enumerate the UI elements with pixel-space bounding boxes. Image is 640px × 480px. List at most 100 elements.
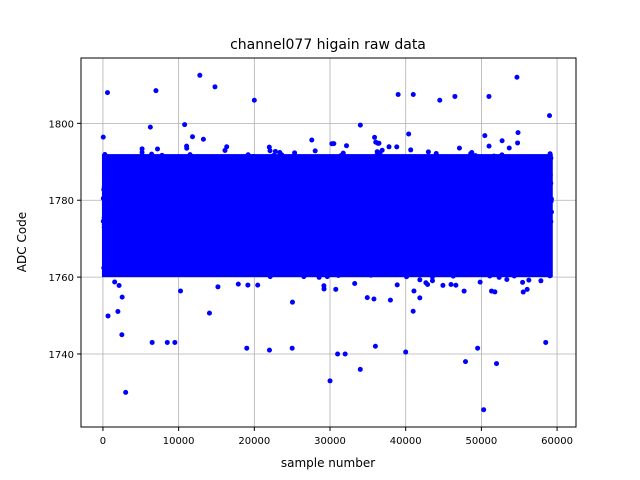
data-point: [193, 206, 199, 212]
data-point: [517, 228, 523, 234]
data-point: [181, 169, 187, 175]
data-point: [411, 191, 417, 197]
data-point: [464, 225, 470, 231]
data-point: [408, 214, 414, 220]
data-point: [333, 286, 339, 292]
data-point: [124, 202, 130, 208]
data-point: [383, 267, 389, 273]
data-point: [289, 248, 295, 254]
data-point: [336, 189, 342, 195]
outlier-point: [123, 389, 129, 395]
data-point: [457, 198, 463, 204]
outlier-point: [197, 72, 203, 78]
data-point: [258, 245, 264, 251]
data-point: [459, 215, 465, 221]
data-point: [120, 210, 126, 216]
data-point: [511, 273, 517, 279]
data-point: [204, 211, 210, 217]
data-point: [518, 242, 524, 248]
data-point: [524, 176, 530, 182]
data-point: [140, 219, 146, 225]
data-point: [186, 226, 192, 232]
data-point: [511, 162, 517, 168]
data-point: [525, 165, 531, 171]
data-point: [448, 281, 454, 287]
data-point: [199, 192, 205, 198]
data-point: [412, 167, 418, 173]
data-point: [302, 209, 308, 215]
data-point: [241, 225, 247, 231]
data-point: [345, 229, 351, 235]
data-point: [340, 200, 346, 206]
data-point: [351, 178, 357, 184]
x-tick-label: 60000: [541, 436, 573, 447]
data-point: [496, 229, 502, 235]
data-point: [456, 145, 462, 151]
data-point: [278, 166, 284, 172]
data-point: [337, 207, 343, 213]
data-point: [128, 199, 134, 205]
data-point: [119, 196, 125, 202]
data-point: [279, 152, 285, 158]
data-point: [481, 192, 487, 198]
data-point: [138, 170, 144, 176]
data-point: [339, 235, 345, 241]
data-point: [357, 210, 363, 216]
data-point: [271, 153, 277, 159]
data-point: [433, 151, 439, 157]
data-point: [282, 175, 288, 181]
data-point: [232, 242, 238, 248]
data-point: [362, 183, 368, 189]
data-point: [134, 256, 140, 262]
data-point: [350, 182, 356, 188]
data-point: [419, 197, 425, 203]
data-point: [488, 225, 494, 231]
data-point: [379, 173, 385, 179]
data-point: [305, 204, 311, 210]
data-point: [441, 245, 447, 251]
data-point: [184, 143, 190, 149]
data-point: [290, 208, 296, 214]
data-point: [244, 245, 250, 251]
data-point: [199, 236, 205, 242]
data-point: [496, 274, 502, 280]
data-point: [239, 244, 245, 250]
data-point: [458, 211, 464, 217]
data-point: [415, 208, 421, 214]
data-point: [420, 248, 426, 254]
data-point: [104, 182, 110, 188]
data-point: [469, 218, 475, 224]
data-point: [408, 200, 414, 206]
data-point: [297, 224, 303, 230]
data-point: [265, 244, 271, 250]
data-point: [507, 224, 513, 230]
data-point: [456, 175, 462, 181]
data-point: [420, 179, 426, 185]
data-point: [342, 191, 348, 197]
data-point: [502, 199, 508, 205]
y-tick-label: 1760: [49, 273, 74, 284]
data-point: [316, 175, 322, 181]
data-point: [420, 218, 426, 224]
data-point: [493, 209, 499, 215]
data-point: [497, 204, 503, 210]
data-point: [389, 228, 395, 234]
data-point: [441, 176, 447, 182]
data-point: [352, 281, 358, 287]
data-point: [328, 192, 334, 198]
data-point: [232, 212, 238, 218]
data-point: [413, 222, 419, 228]
data-point: [315, 206, 321, 212]
data-point: [243, 169, 249, 175]
y-tick-label: 1800: [49, 119, 74, 130]
data-point: [474, 246, 480, 252]
data-point: [113, 163, 119, 169]
data-point: [220, 183, 226, 189]
data-point: [235, 174, 241, 180]
data-point: [135, 247, 141, 253]
data-point: [511, 212, 517, 218]
outlier-point: [335, 351, 341, 357]
data-point: [499, 241, 505, 247]
data-point: [107, 201, 113, 207]
data-point: [376, 140, 382, 146]
